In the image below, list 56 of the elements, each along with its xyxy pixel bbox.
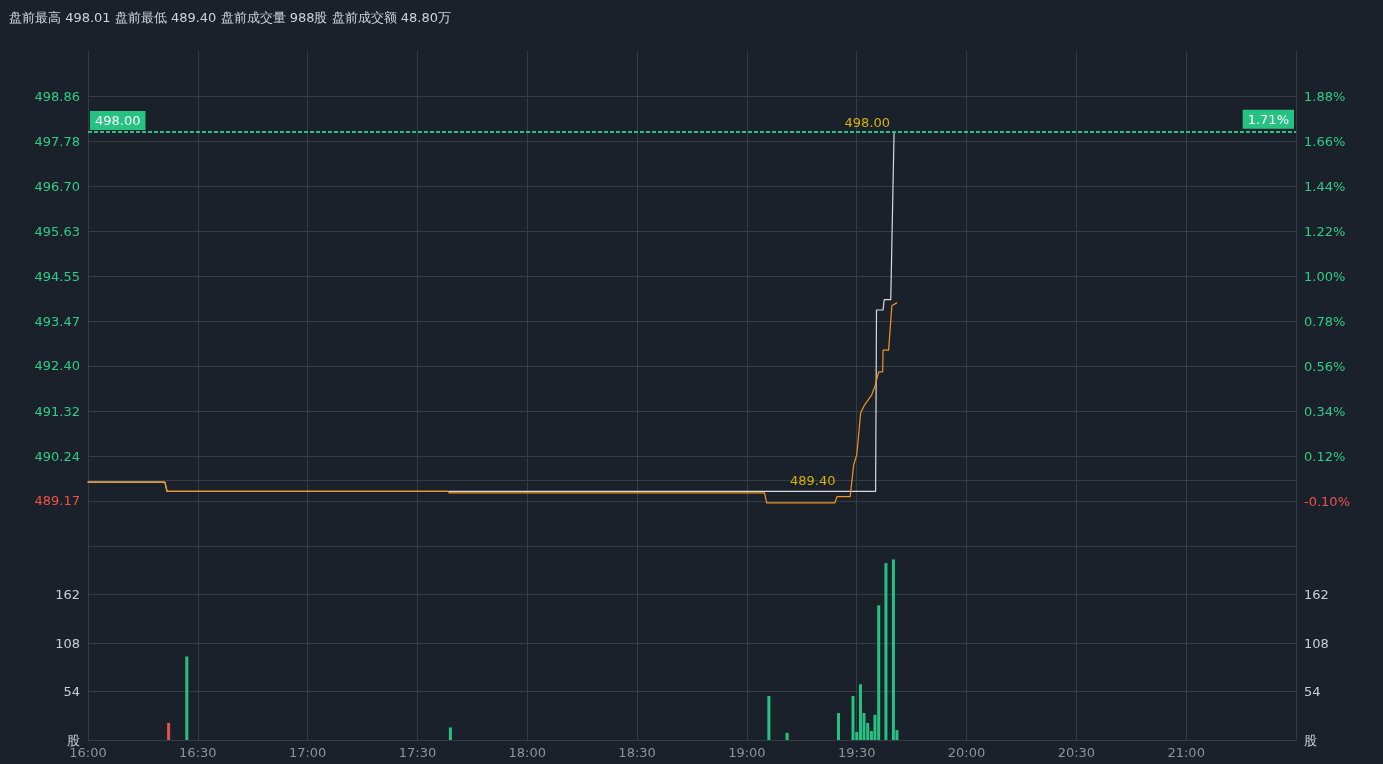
x-tick-label: 20:00 <box>947 745 986 760</box>
y-tick-label: 54 <box>63 684 80 699</box>
y2-tick-label: 0.56% <box>1304 358 1346 374</box>
x-tick-label: 20:30 <box>1057 745 1096 760</box>
y2-tick-label: 1.00% <box>1304 268 1346 284</box>
x-tick-label: 17:00 <box>288 745 327 760</box>
bar <box>785 732 789 740</box>
x-tick-label: 16:30 <box>179 745 217 760</box>
ref-line-label: 1.71% <box>1247 111 1289 127</box>
bar <box>448 727 452 740</box>
y2-tick-label: 162 <box>1304 587 1329 602</box>
y-tick-label: 493.47 <box>34 313 80 329</box>
x-tick-label: 21:00 <box>1167 745 1205 760</box>
bar <box>858 684 862 740</box>
y2-tick-label: 0.78% <box>1304 313 1346 329</box>
bar <box>767 695 771 740</box>
y-tick-label: 492.40 <box>34 358 80 374</box>
y-tick-label: 497.78 <box>34 133 80 149</box>
y2-tick-label: 108 <box>1304 635 1329 651</box>
x-tick-label: 16:00 <box>69 745 107 760</box>
y2-tick-label: 1.22% <box>1304 223 1346 239</box>
y-tick-label: 494.55 <box>34 268 80 284</box>
y2-tick-label: -0.10% <box>1304 493 1350 509</box>
line-series <box>87 302 898 504</box>
y2-tick-label: 股 <box>1304 732 1317 748</box>
chart-title: 盘前最高 498.01 盘前最低 489.40 盘前成交量 988股 盘前成交额 48.80万 <box>9 10 451 25</box>
bar <box>837 713 840 740</box>
y-tick-label: 496.70 <box>34 178 80 194</box>
bar <box>884 563 888 740</box>
y-tick-label: 498.86 <box>34 88 80 104</box>
y2-tick-label: 0.34% <box>1304 403 1346 419</box>
annotation: 489.40 <box>790 473 836 489</box>
bar <box>877 605 881 740</box>
bar <box>185 656 189 740</box>
y2-tick-label: 1.88% <box>1304 88 1346 104</box>
y-tick-label: 491.32 <box>34 403 80 419</box>
ref-line-label: 498.00 <box>95 113 141 129</box>
y-tick-label: 490.24 <box>34 448 80 464</box>
y2-tick-label: 0.12% <box>1304 448 1346 464</box>
y-tick-label: 489.17 <box>34 493 80 509</box>
x-tick-label: 18:30 <box>618 745 656 760</box>
bar <box>167 722 171 740</box>
x-tick-label: 17:30 <box>398 745 437 760</box>
annotation: 498.00 <box>844 114 891 130</box>
y2-tick-label: 54 <box>1304 684 1321 699</box>
y-tick-label: 股 <box>67 732 80 748</box>
x-tick-label: 18:00 <box>508 745 547 760</box>
y2-tick-label: 1.66% <box>1304 133 1346 149</box>
y-tick-label: 162 <box>55 587 80 602</box>
y2-tick-label: 1.44% <box>1304 178 1346 194</box>
bar <box>891 559 895 740</box>
x-tick-label: 19:00 <box>728 745 766 760</box>
y-tick-label: 495.63 <box>34 223 80 239</box>
y-tick-label: 108 <box>55 635 80 651</box>
x-tick-label: 19:30 <box>837 745 876 760</box>
bar <box>851 695 855 740</box>
